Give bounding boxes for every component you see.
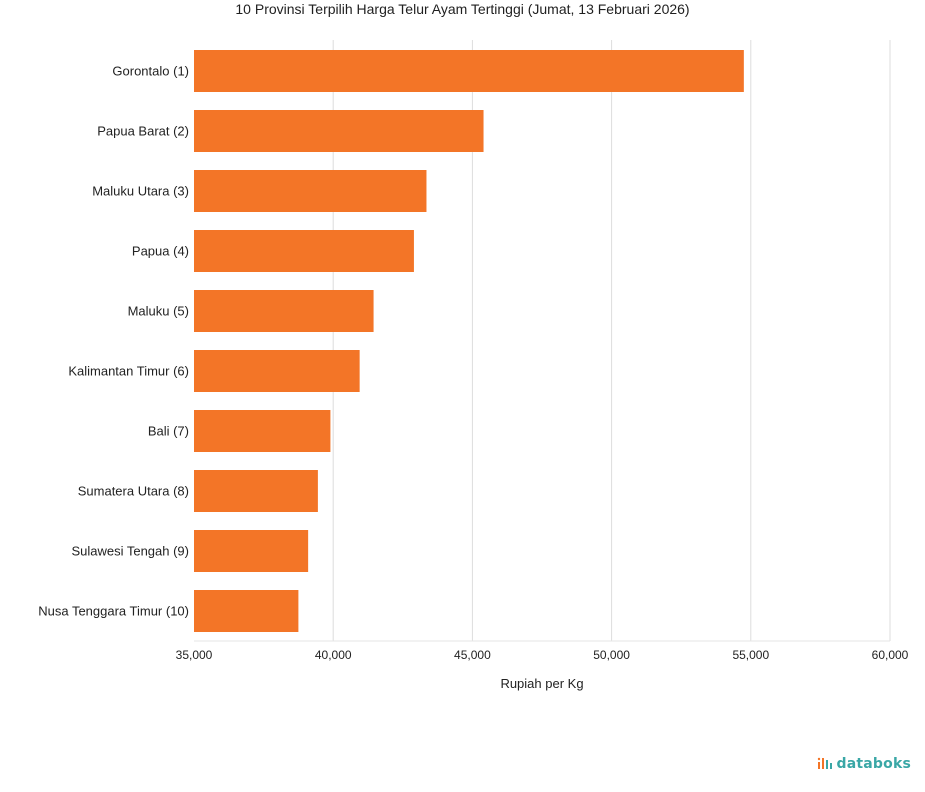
x-tick-label: 50,000	[593, 648, 630, 662]
x-tick-label: 40,000	[315, 648, 352, 662]
category-label: Gorontalo (1)	[112, 64, 189, 79]
category-label: Sulawesi Tengah (9)	[71, 544, 189, 559]
bars	[194, 50, 744, 632]
category-label: Sumatera Utara (8)	[78, 484, 189, 499]
x-tick-label: 55,000	[732, 648, 769, 662]
x-tick-label: 35,000	[176, 648, 213, 662]
category-label: Papua (4)	[132, 244, 189, 259]
bar	[194, 530, 309, 572]
category-label: Maluku (5)	[128, 304, 189, 319]
bar	[194, 470, 318, 512]
databoks-logo-icon	[817, 757, 832, 769]
bar	[194, 350, 360, 392]
category-label: Kalimantan Timur (6)	[68, 364, 189, 379]
bar	[194, 50, 744, 92]
bar	[194, 290, 374, 332]
category-label: Bali (7)	[148, 424, 189, 439]
gridlines	[332, 40, 891, 641]
category-label: Nusa Tenggara Timur (10)	[38, 604, 189, 619]
bar	[194, 590, 299, 632]
databoks-logo: databoks	[817, 756, 912, 772]
category-label: Maluku Utara (3)	[92, 184, 189, 199]
x-axis-title: Rupiah per Kg	[500, 676, 583, 691]
x-tick-label: 45,000	[454, 648, 491, 662]
bar	[194, 170, 427, 212]
chart-title: 10 Provinsi Terpilih Harga Telur Ayam Te…	[235, 1, 690, 17]
bar	[194, 230, 414, 272]
axes: 35,000 40,000 45,000 50,000 55,000 60,000 Goro…	[38, 64, 908, 663]
x-tick-label: 60,000	[872, 648, 909, 662]
databoks-logo-text: databoks	[836, 756, 911, 772]
bar	[194, 410, 331, 452]
bar	[194, 110, 484, 152]
category-label: Papua Barat (2)	[97, 124, 189, 139]
